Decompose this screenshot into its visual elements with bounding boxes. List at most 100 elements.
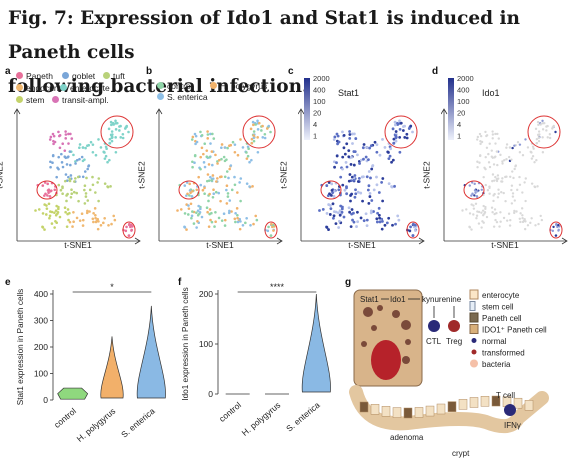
scatter-point [68,150,72,153]
scatter-point [494,175,497,179]
epithelial-cell [425,405,435,417]
panel-e-label: e [5,277,11,288]
scatter-point [341,155,345,159]
y-axis-label: t-SNE2 [421,161,432,189]
granule [402,356,410,364]
scatter-point [531,145,535,148]
scatter-point [205,155,209,159]
panel-f-label: f [178,277,182,288]
scatter-point [403,135,407,139]
scatter-point [535,137,539,141]
highlight-circle-paneth-small [549,221,563,239]
scatter-point [353,174,357,177]
scatter-point [45,207,49,210]
x-arrow [134,237,141,245]
kynurenine-label: kynurenine [422,295,462,304]
scatter-point [357,176,361,180]
scatter-point [244,221,247,225]
scatter-point [371,164,375,167]
scatter-point [188,194,191,197]
legend-label: goblet [72,70,96,81]
scatter-point [94,216,97,220]
scatter-point [387,157,391,161]
scatter-point [474,191,477,194]
scatter-point [474,202,478,205]
scatter-point [69,195,73,199]
scatter-point [114,150,118,154]
scatter-point [97,220,100,223]
scatter-point [225,158,228,161]
scatter-point [505,219,509,222]
scale-bar [304,78,310,140]
legend-item: endocrine [16,82,63,93]
ido1-violin-chart: 200 100 0 Ido1 expression in Paneth cells co… [181,282,331,438]
scatter-point [534,127,538,131]
scale-tick-label: 20 [313,109,321,118]
highlight-circle-paneth [463,180,485,200]
scatter-point [475,195,479,198]
crypt-label: crypt [452,449,470,458]
scatter-point [92,220,95,224]
scatter-point [125,124,129,128]
scatter-point [216,177,219,180]
scatter-point [537,139,541,143]
scatter-point [226,195,230,198]
panel-a-label: a [5,66,11,77]
scatter-point [67,175,70,179]
scatter-point [484,155,487,159]
tsne-plot-d: t-SNE1 [441,108,568,248]
epithelial-cell [458,399,468,410]
scatter-point [48,194,52,198]
scatter-point [487,161,491,164]
scatter-point [486,188,490,192]
scatter-point [478,161,481,164]
scale-tick-label: 20 [457,109,465,118]
scatter-point [534,224,537,227]
scatter-point [347,179,351,183]
scatter-point [211,195,215,199]
scatter-point [85,211,89,215]
legend-label: Paneth [26,70,53,81]
scatter-point [78,146,81,149]
scatter-point [504,175,507,179]
scatter-point [509,175,512,178]
scatter-point [91,183,95,187]
scatter-point [49,160,52,164]
scatter-point [93,207,97,210]
adenoma-label: adenoma [390,433,424,442]
scatter-point [61,142,65,146]
scatter-point [110,139,114,143]
scatter-point [50,222,54,225]
scatter-point [546,124,549,128]
scatter-point [470,203,473,206]
scatter-point [555,222,558,226]
scatter-point [494,142,497,145]
scatter-point [370,167,374,171]
scatter-point [351,132,354,136]
scatter-point [485,134,489,137]
scatter-point [63,206,67,210]
scatter-point [465,208,468,211]
scatter-point [505,143,509,146]
scatter-point [196,213,200,217]
scatter-point [57,183,61,187]
scatter-point [505,146,508,149]
epithelial-cell [469,397,479,408]
scatter-point [261,136,265,139]
scatter-point [476,190,479,193]
scatter-point [72,153,75,157]
scatter-point [380,181,384,184]
scatter-point [389,147,393,151]
legend-swatch [471,349,477,355]
scatter-point [63,149,67,152]
scatter-point [86,199,90,202]
scatter-point [209,218,212,222]
scatter-point [356,180,360,183]
scatter-point [332,160,336,164]
scatter-point [325,184,329,187]
scatter-point [541,128,545,131]
scatter-point [480,211,483,214]
y-arrow [441,108,448,115]
granule [401,320,411,330]
scatter-point [220,219,224,222]
